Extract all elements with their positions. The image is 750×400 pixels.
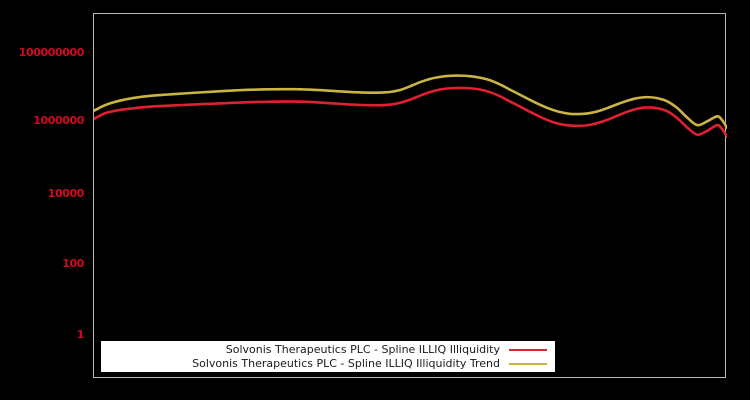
y-axis-tick-label: 1 — [76, 328, 85, 341]
series-line-illiquidity — [94, 86, 727, 138]
series-line-illiquidity-trend — [94, 74, 727, 129]
legend-line-swatch-illiquidity-trend — [509, 362, 547, 365]
legend-entry-illiquidity-trend[interactable]: Solvonis Therapeutics PLC - Spline ILLIQ… — [105, 357, 551, 371]
y-axis-tick-label: 100 — [62, 257, 84, 270]
plot-area — [93, 13, 727, 378]
legend-label-illiquidity-trend: Solvonis Therapeutics PLC - Spline ILLIQ… — [192, 356, 500, 370]
y-axis-tick-label: 1000000 — [33, 114, 84, 127]
series-group — [94, 74, 727, 138]
chart-legend[interactable]: Solvonis Therapeutics PLC - Spline ILLIQ… — [100, 340, 556, 373]
legend-line-swatch-illiquidity — [509, 348, 547, 351]
legend-entry-illiquidity[interactable]: Solvonis Therapeutics PLC - Spline ILLIQ… — [105, 343, 551, 357]
y-axis-tick-label: 10000 — [47, 187, 85, 200]
y-axis-tick-labels: 100000000 1000000 10000 100 1 — [0, 0, 88, 400]
legend-label-illiquidity: Solvonis Therapeutics PLC - Spline ILLIQ… — [225, 342, 500, 356]
chart-canvas — [94, 74, 727, 138]
y-axis-tick-label: 100000000 — [18, 46, 85, 59]
